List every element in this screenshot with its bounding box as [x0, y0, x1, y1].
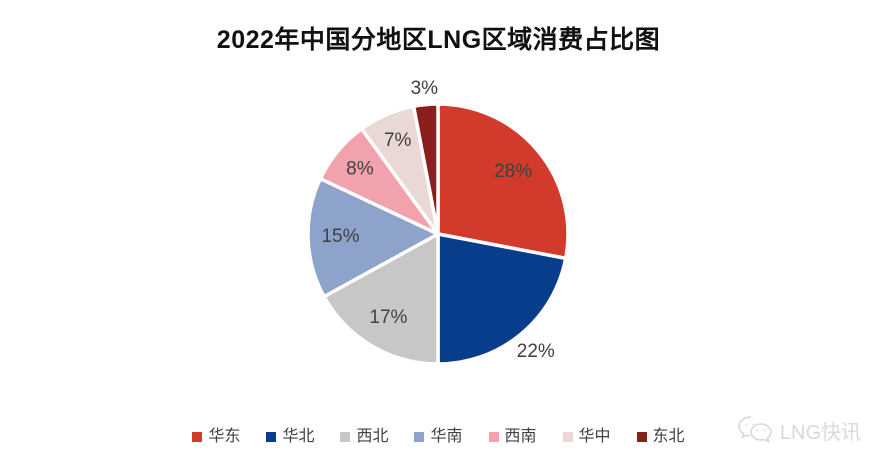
legend-item-3: 华南 — [414, 428, 463, 445]
legend-item-5: 华中 — [562, 428, 611, 445]
slice-label-6: 3% — [411, 78, 439, 99]
legend-swatch-2 — [340, 432, 351, 442]
legend-label-3: 华南 — [430, 428, 463, 445]
legend-label-2: 西北 — [356, 428, 389, 445]
legend-swatch-4 — [488, 432, 499, 442]
legend-label-1: 华北 — [282, 428, 315, 445]
pie-slice-0 — [436, 102, 570, 261]
legend-item-1: 华北 — [266, 429, 314, 445]
legend-swatch-5 — [562, 432, 573, 442]
pie-slice-2 — [322, 232, 440, 366]
legend-swatch-6 — [636, 432, 647, 442]
legend-item-4: 西南 — [488, 428, 537, 445]
legend-label-0: 华东 — [208, 428, 241, 445]
chart-title: 2022年中国分地区LNG区域消费占比图 — [216, 26, 661, 54]
legend-item-6: 东北 — [636, 428, 685, 445]
chart-legend: 华东 华北 西北 华南 西南 华中 东北 — [0, 429, 877, 445]
slice-label-5: 7% — [384, 130, 412, 151]
legend-swatch-0 — [192, 432, 203, 442]
slice-label-1: 22% — [517, 341, 555, 362]
slice-label-4: 8% — [346, 158, 374, 179]
pie-slice-3 — [306, 176, 440, 299]
legend-label-6: 东北 — [652, 428, 685, 445]
legend-label-4: 西南 — [504, 428, 537, 445]
pie-slice-1 — [436, 232, 568, 366]
legend-swatch-1 — [266, 432, 277, 442]
pie-slice-6 — [411, 102, 440, 236]
watermark-text: LNG快讯 — [779, 421, 861, 444]
slice-label-2: 17% — [369, 307, 407, 328]
legend-label-5: 华中 — [578, 428, 611, 445]
legend-item-2: 西北 — [340, 429, 388, 445]
legend-swatch-3 — [414, 432, 425, 442]
slice-label-0: 28% — [494, 161, 532, 182]
watermark: LNG快讯 — [737, 415, 861, 445]
wechat-icon — [737, 415, 773, 445]
slice-label-3: 15% — [321, 226, 359, 247]
legend-item-0: 华东 — [192, 429, 240, 445]
